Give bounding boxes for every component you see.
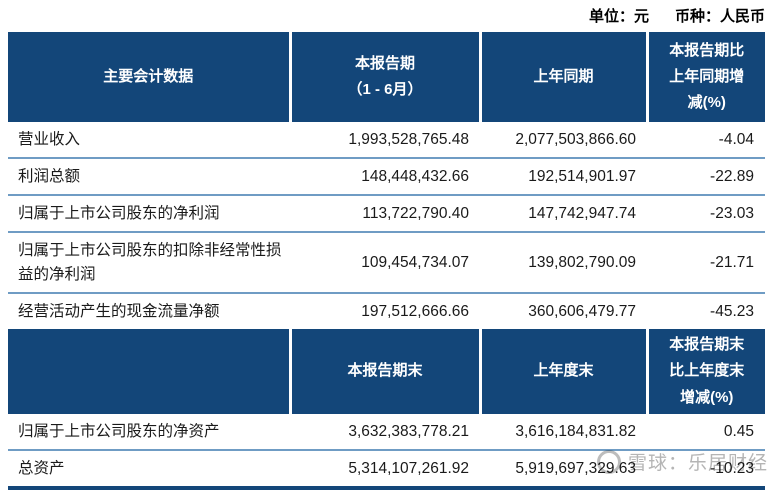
change-pct-value: -21.71	[647, 232, 765, 294]
current-period-value: 197,512,666.66	[361, 302, 469, 320]
section2-header-row: 本报告期末 上年度末 本报告期末 比上年度末 增减(%)	[8, 329, 765, 414]
table-row-total-profit: 利润总额 148,448,432.66 192,514,901.97 -22.8…	[8, 158, 765, 196]
change-pct-value: 0.45	[647, 414, 765, 451]
row-label: 归属于上市公司股东的扣除非经常性损益的净利润	[8, 232, 290, 294]
table-row-net-profit-attributable: 归属于上市公司股东的净利润 113,722,790.40 147,742,947…	[8, 195, 765, 233]
header-end-of-prior-year: 上年度末	[478, 329, 647, 414]
prior-period-value: 192,514,901.97	[480, 158, 647, 196]
currency-label: 币种：人民币	[674, 8, 765, 25]
row-label: 归属于上市公司股东的净利润	[8, 195, 290, 233]
prior-period-value: 5,919,697,329.63	[480, 450, 647, 490]
current-period-value: 3,632,383,778.21	[290, 414, 480, 451]
table-row-operating-revenue: 营业收入 1,993,528,765.48 2,077,503,866.60 -…	[8, 122, 765, 159]
row-label: 经营活动产生的现金流量净额	[18, 302, 220, 320]
current-period-value: 109,454,734.07	[290, 232, 480, 294]
header-end-change-pct: 本报告期末 比上年度末 增减(%)	[645, 329, 765, 414]
table-row-net-assets-attributable: 归属于上市公司股东的净资产 3,632,383,778.21 3,616,184…	[8, 414, 765, 451]
row-label: 归属于上市公司股东的净资产	[8, 414, 290, 451]
current-period-value: 148,448,432.66	[290, 158, 480, 196]
table-row-net-profit-excl-nonrecurring: 归属于上市公司股东的扣除非经常性损益的净利润 109,454,734.07 13…	[8, 232, 765, 294]
change-pct-value: -4.04	[647, 122, 765, 159]
row-label: 利润总额	[8, 158, 290, 196]
header-blank-cell	[8, 329, 290, 414]
current-period-value: 5,314,107,261.92	[290, 450, 480, 490]
prior-period-value: 3,616,184,831.82	[480, 414, 647, 451]
header-prior-year-same-period: 上年同期	[478, 32, 647, 122]
row-label: 营业收入	[8, 122, 290, 159]
change-pct-value: -22.89	[647, 158, 765, 196]
current-period-value: 113,722,790.40	[290, 195, 480, 233]
header-end-of-period: 本报告期末	[288, 329, 480, 414]
prior-period-value: 147,742,947.74	[480, 195, 647, 233]
header-period-change-pct: 本报告期比 上年同期增 减(%)	[645, 32, 765, 122]
prior-period-value: 2,077,503,866.60	[480, 122, 647, 159]
header-main-accounting-data: 主要会计数据	[8, 32, 290, 122]
prior-period-value: 360,606,479.77	[528, 302, 636, 320]
header-current-period: 本报告期 （1 - 6月）	[288, 32, 480, 122]
change-pct-value: -45.23	[710, 302, 754, 320]
unit-label: 单位：元	[588, 8, 649, 25]
prior-period-value: 139,802,790.09	[480, 232, 647, 294]
change-pct-value: -10.23	[647, 450, 765, 490]
section1-header-row: 主要会计数据 本报告期 （1 - 6月） 上年同期 本报告期比 上年同期增 减(…	[8, 32, 765, 122]
table-row-total-assets: 总资产 5,314,107,261.92 5,919,697,329.63 -1…	[8, 450, 765, 490]
row-label: 总资产	[8, 450, 290, 490]
current-period-value: 1,993,528,765.48	[290, 122, 480, 159]
table-meta-line: 单位：元 币种：人民币	[589, 5, 765, 26]
key-accounting-data-table: 主要会计数据 本报告期 （1 - 6月） 上年同期 本报告期比 上年同期增 减(…	[8, 32, 765, 490]
change-pct-value: -23.03	[647, 195, 765, 233]
table-row-operating-cash-flow: 经营活动产生的现金流量净额 197,512,666.66 360,606,479…	[8, 293, 765, 329]
